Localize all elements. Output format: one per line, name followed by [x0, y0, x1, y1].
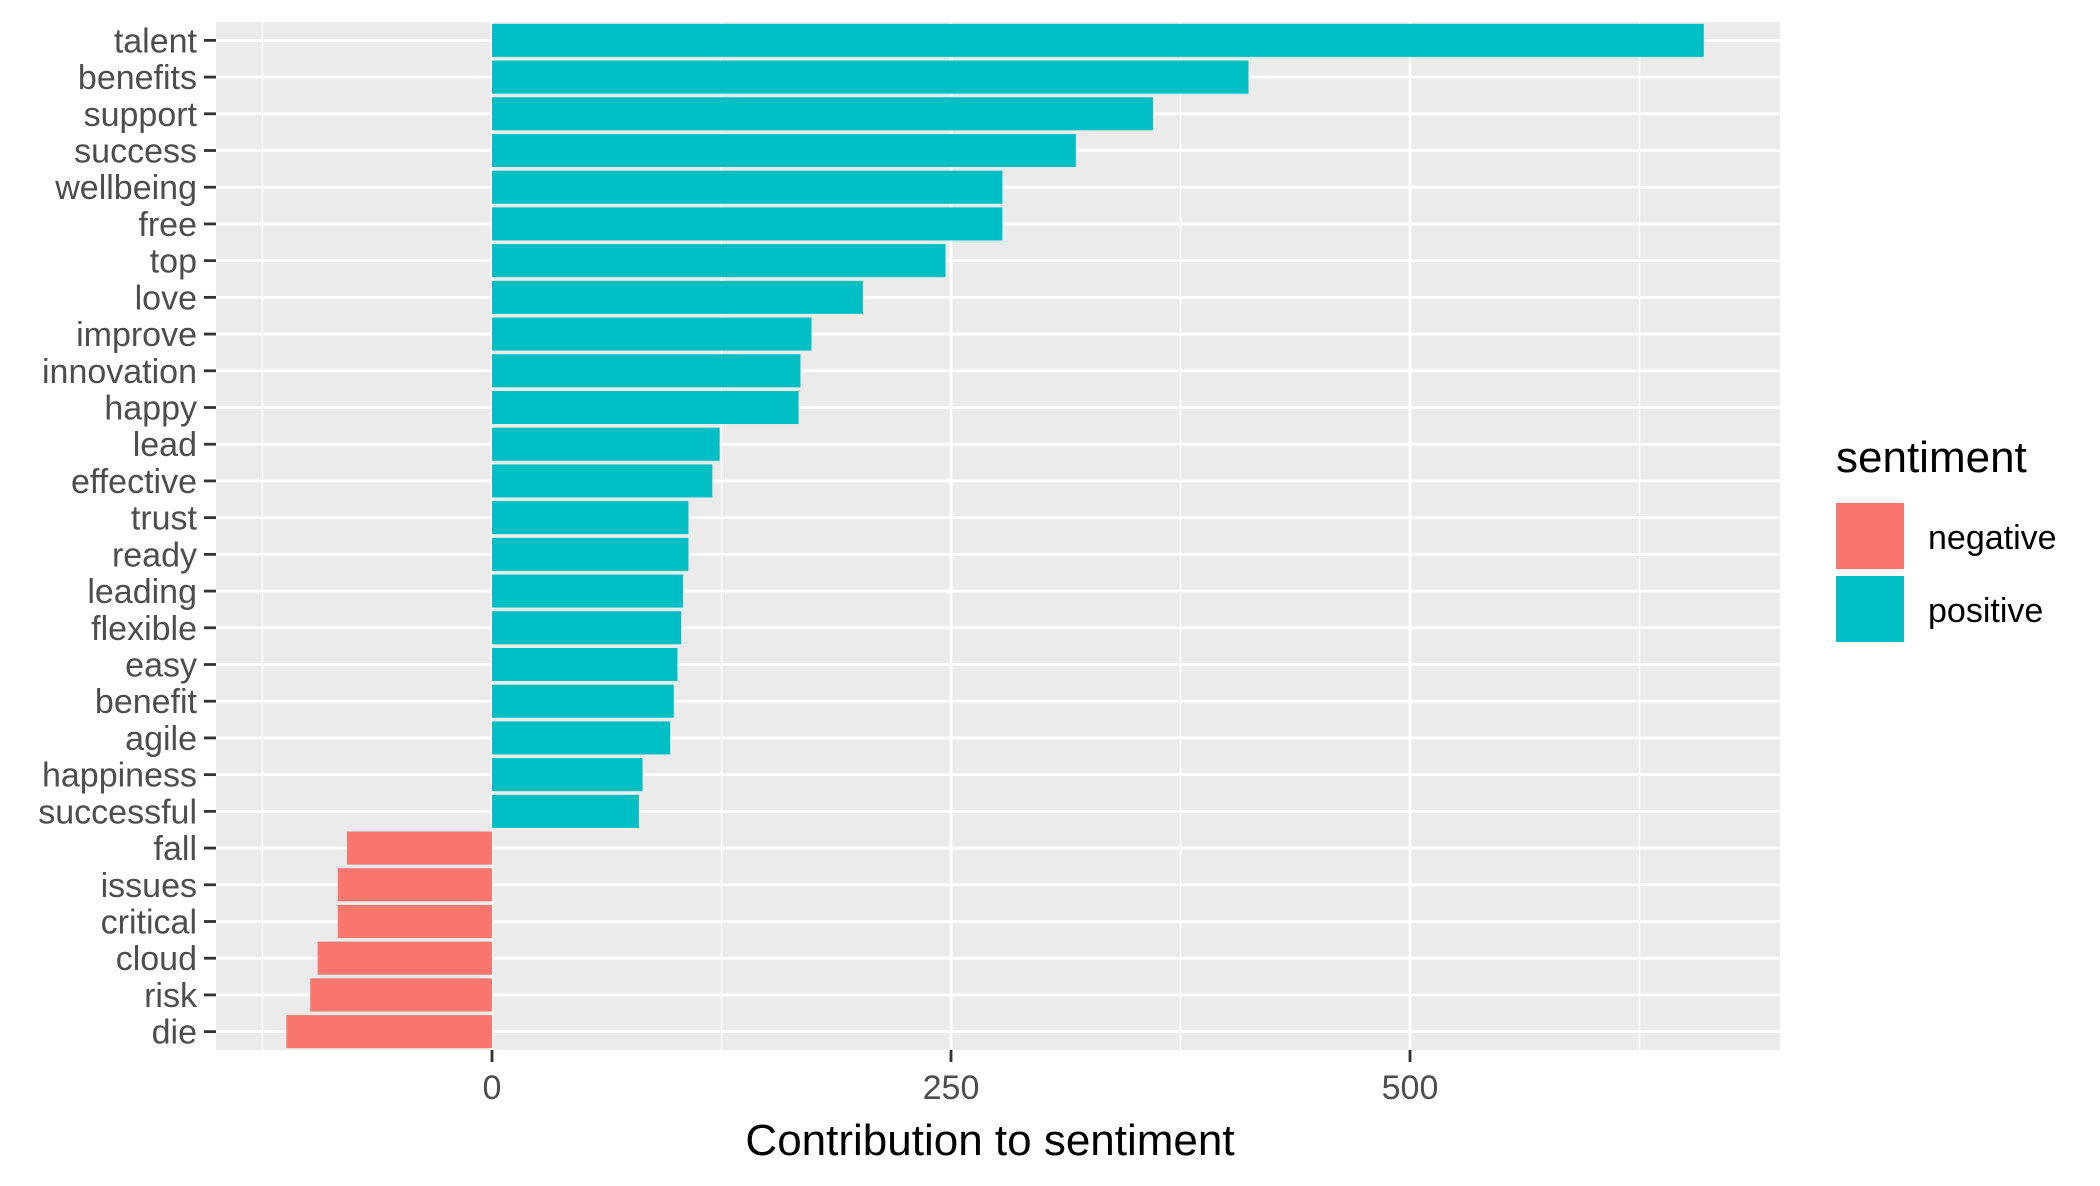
y-tick-label-flexible: flexible [91, 610, 197, 648]
bar-happy [492, 390, 799, 425]
bar-lead [492, 427, 720, 461]
bar-issues [337, 868, 492, 902]
bar-wellbeing [492, 170, 1003, 204]
y-tick-label-die: die [152, 1014, 197, 1052]
legend: sentiment negative positive [1836, 433, 2057, 642]
x-tick-label: 500 [1382, 1069, 1439, 1107]
x-axis: 0 250 500 [483, 1050, 1439, 1107]
y-tick-label-critical: critical [101, 904, 197, 942]
bar-success [492, 133, 1076, 168]
y-tick-label-success: success [74, 133, 197, 171]
bar-innovation [492, 354, 801, 388]
bar-love [492, 280, 863, 314]
bar-leading [492, 574, 683, 608]
bar-agile [492, 721, 671, 755]
bar-benefits [492, 60, 1249, 94]
y-tick-label-happy: happy [104, 390, 197, 428]
y-tick-label-wellbeing: wellbeing [54, 169, 197, 207]
legend-key-negative [1836, 503, 1904, 569]
x-tick-label: 250 [923, 1069, 980, 1107]
legend-key-positive [1836, 576, 1904, 642]
legend-title: sentiment [1836, 433, 2027, 482]
y-tick-label-easy: easy [125, 647, 197, 685]
bar-die [286, 1015, 492, 1049]
y-tick-label-ready: ready [112, 536, 197, 574]
y-tick-label-benefit: benefit [95, 683, 198, 721]
bar-flexible [492, 611, 682, 645]
y-tick-label-free: free [138, 206, 197, 244]
bar-cloud [317, 941, 492, 975]
y-tick-label-support: support [84, 96, 198, 134]
bar-benefit [492, 684, 674, 718]
bar-fall [346, 831, 492, 865]
bar-ready [492, 537, 689, 571]
y-tick-label-successful: successful [38, 793, 197, 831]
y-tick-label-agile: agile [125, 720, 197, 758]
bar-improve [492, 317, 812, 351]
bar-top [492, 244, 946, 278]
y-tick-label-issues: issues [101, 867, 197, 905]
bar-happiness [492, 758, 643, 792]
x-tick-label: 0 [483, 1069, 502, 1107]
y-tick-label-improve: improve [76, 316, 197, 354]
x-axis-title: Contribution to sentiment [745, 1116, 1234, 1165]
bar-support [492, 97, 1153, 131]
legend-label-positive: positive [1928, 592, 2043, 630]
y-tick-label-benefits: benefits [78, 59, 197, 97]
y-tick-label-talent: talent [114, 22, 198, 60]
bar-successful [492, 794, 639, 828]
y-tick-label-leading: leading [87, 573, 197, 611]
y-tick-label-risk: risk [144, 977, 198, 1015]
bar-critical [337, 904, 492, 939]
y-tick-label-love: love [135, 279, 197, 317]
y-tick-label-lead: lead [133, 426, 197, 464]
bar-trust [492, 501, 689, 535]
bar-easy [492, 647, 678, 682]
bar-talent [492, 23, 1704, 57]
y-tick-label-effective: effective [71, 463, 197, 501]
y-tick-label-cloud: cloud [116, 940, 197, 978]
y-tick-label-top: top [150, 243, 197, 281]
y-tick-label-happiness: happiness [42, 757, 197, 795]
bar-free [492, 207, 1003, 241]
bar-risk [310, 978, 492, 1012]
legend-label-negative: negative [1928, 519, 2057, 557]
y-tick-label-innovation: innovation [42, 353, 197, 391]
y-axis: talentbenefitssupportsuccesswellbeingfre… [38, 22, 216, 1052]
bar-effective [492, 464, 713, 498]
y-tick-label-trust: trust [131, 500, 198, 538]
bars-layer [286, 23, 1704, 1049]
y-tick-label-fall: fall [154, 830, 197, 868]
